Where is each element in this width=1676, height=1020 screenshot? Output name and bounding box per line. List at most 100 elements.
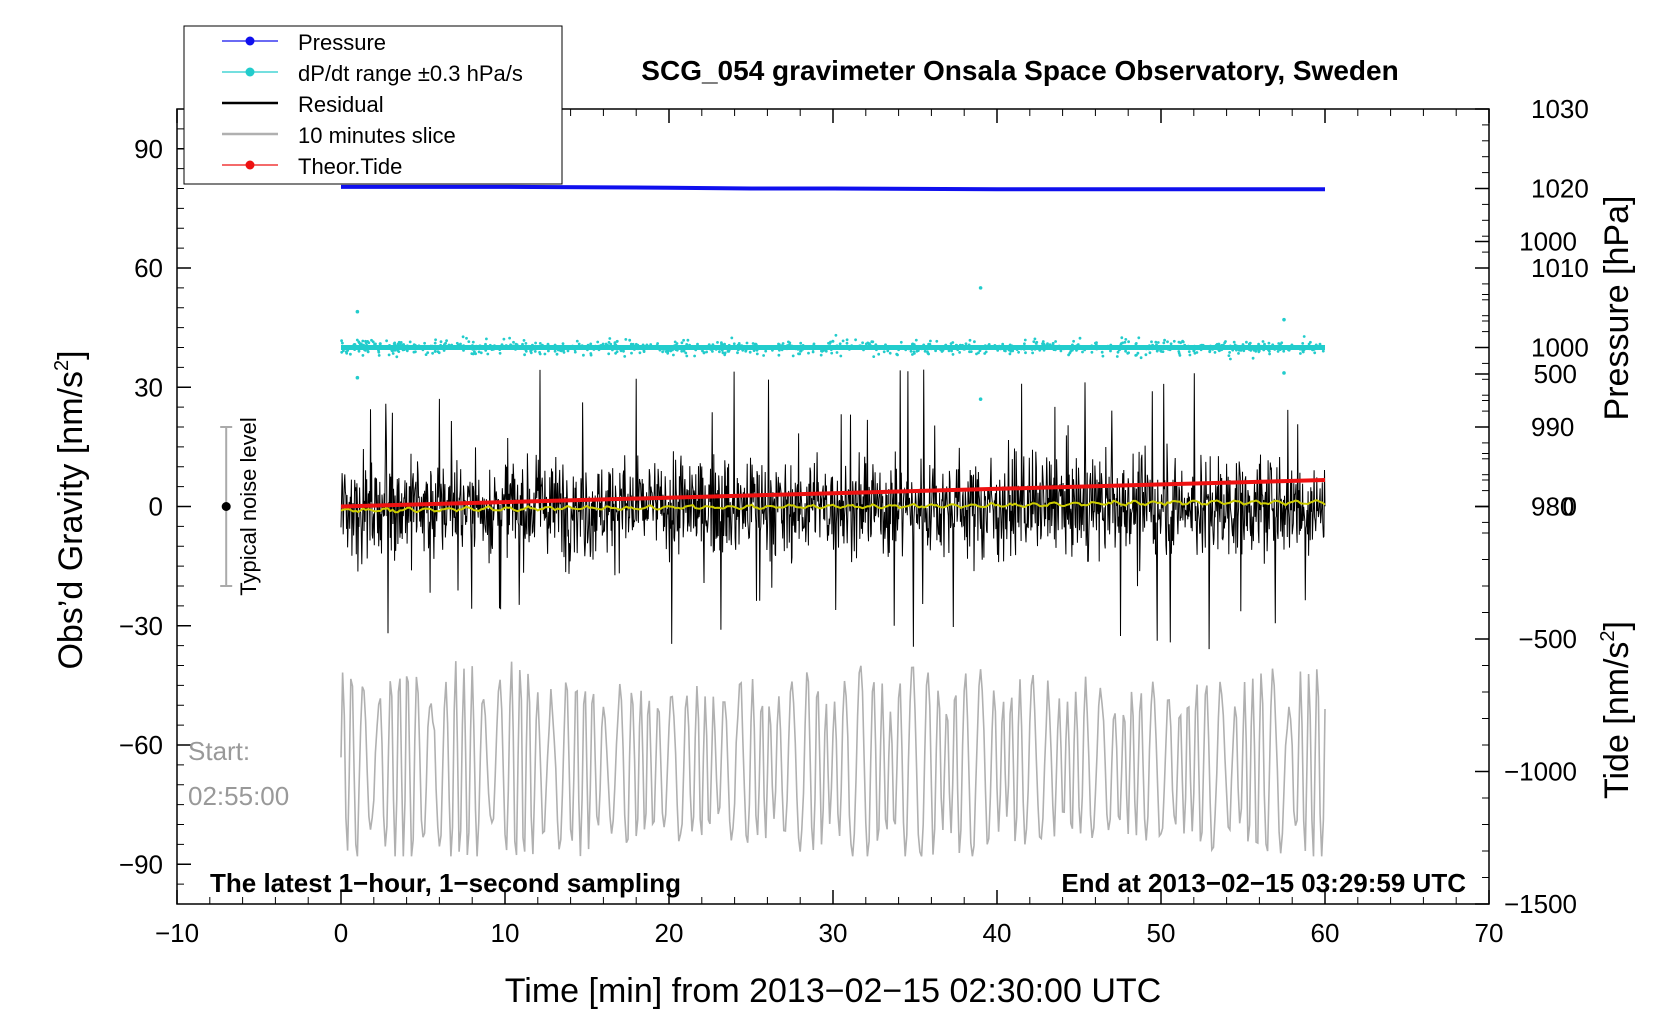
dpdt-point xyxy=(590,344,594,348)
dpdt-point xyxy=(1168,348,1172,352)
dpdt-point xyxy=(779,347,783,351)
dpdt-point xyxy=(398,344,402,348)
y-axis-tide: 1000 500 0 −500 −1000 −1500 xyxy=(1475,227,1577,919)
y-axis-left: 90 60 30 0 −30 −60 −90 xyxy=(119,128,191,885)
y2-tick-label: 1010 xyxy=(1531,253,1589,283)
start-time: 02:55:00 xyxy=(188,781,289,811)
dpdt-point xyxy=(1071,348,1074,352)
dpdt-point xyxy=(1211,347,1215,351)
dpdt-point xyxy=(940,350,944,353)
dpdt-point xyxy=(956,348,960,352)
dpdt-point xyxy=(693,354,696,358)
dpdt-point xyxy=(378,342,382,346)
dpdt-point xyxy=(860,344,864,348)
dpdt-point xyxy=(389,346,393,350)
dpdt-point xyxy=(1139,356,1143,360)
dpdt-point xyxy=(1035,340,1039,344)
dpdt-point xyxy=(720,348,724,352)
dpdt-point xyxy=(958,343,962,347)
dpdt-point xyxy=(405,349,409,353)
dpdt-point xyxy=(645,343,649,347)
dpdt-point xyxy=(594,344,597,348)
dpdt-point xyxy=(633,348,636,351)
smoothed-residual-series xyxy=(340,499,1326,514)
dpdt-point xyxy=(828,341,832,345)
dpdt-point xyxy=(547,349,550,353)
dpdt-point xyxy=(973,340,976,344)
dpdt-point xyxy=(500,343,504,346)
dpdt-point xyxy=(1301,342,1305,345)
dpdt-point xyxy=(1273,348,1277,351)
dpdt-point xyxy=(1310,348,1314,351)
dpdt-point xyxy=(838,342,842,346)
y2-axis-label: Pressure [hPa] xyxy=(1598,196,1636,421)
dpdt-point xyxy=(561,342,565,345)
dpdt-point xyxy=(801,348,805,351)
dpdt-point xyxy=(1043,346,1047,350)
dpdt-point xyxy=(711,350,714,353)
dpdt-point xyxy=(1282,349,1286,353)
dpdt-point xyxy=(379,345,383,349)
dpdt-point xyxy=(357,340,361,344)
dpdt-point xyxy=(1302,335,1306,338)
dpdt-point xyxy=(818,346,821,349)
dpdt-point xyxy=(824,349,828,353)
dpdt-point xyxy=(649,343,653,346)
y3-tick-label: −1000 xyxy=(1504,757,1577,787)
dpdt-point xyxy=(1155,349,1159,353)
dpdt-point xyxy=(377,349,380,352)
dpdt-point xyxy=(961,343,964,347)
dpdt-point xyxy=(736,348,740,352)
dpdt-point xyxy=(1155,343,1158,347)
dpdt-point xyxy=(707,343,711,346)
dpdt-point xyxy=(364,339,367,343)
dpdt-point xyxy=(642,350,646,353)
dpdt-point xyxy=(920,347,924,351)
dpdt-point xyxy=(791,354,795,358)
dpdt-point xyxy=(846,347,850,350)
dpdt-point xyxy=(1075,344,1079,348)
dpdt-point xyxy=(1235,344,1239,348)
dpdt-point xyxy=(553,349,557,353)
y-tick-label: −60 xyxy=(119,730,163,760)
dpdt-point xyxy=(811,350,815,354)
dpdt-point xyxy=(797,352,800,356)
x-tick-label: 20 xyxy=(655,918,684,948)
dpdt-point xyxy=(349,352,352,356)
dpdt-point xyxy=(1267,341,1271,345)
dpdt-point xyxy=(385,345,389,348)
dpdt-point xyxy=(748,350,752,354)
dpdt-point xyxy=(1022,347,1026,351)
dpdt-point xyxy=(841,346,845,350)
dpdt-point xyxy=(387,353,391,357)
dpdt-point xyxy=(538,352,542,356)
dpdt-point xyxy=(589,353,593,357)
dpdt-point xyxy=(1109,343,1113,347)
dpdt-point xyxy=(968,350,971,354)
dpdt-point xyxy=(524,349,528,353)
dpdt-point xyxy=(1078,336,1082,340)
dpdt-point xyxy=(997,344,1001,348)
dpdt-point xyxy=(1240,347,1244,351)
dpdt-series xyxy=(340,286,1325,401)
dpdt-point xyxy=(512,340,515,344)
dpdt-point xyxy=(1138,346,1142,350)
dpdt-point xyxy=(555,352,559,356)
dpdt-point xyxy=(875,348,878,352)
dpdt-point xyxy=(951,353,955,356)
dpdt-point xyxy=(829,348,833,351)
dpdt-point xyxy=(1282,345,1286,349)
dpdt-point xyxy=(1178,347,1182,350)
dpdt-point xyxy=(1046,342,1049,346)
dpdt-point xyxy=(1022,345,1026,349)
dpdt-point xyxy=(1237,352,1240,355)
dpdt-point xyxy=(763,345,767,349)
dpdt-point xyxy=(622,349,625,353)
y-axis-label-base: Obs’d Gravity [nm/s xyxy=(52,371,90,670)
dpdt-point xyxy=(435,347,438,351)
dpdt-point xyxy=(787,340,790,344)
dpdt-point xyxy=(1318,342,1322,346)
dpdt-point xyxy=(1076,347,1080,351)
dpdt-point xyxy=(1144,353,1148,357)
dpdt-point xyxy=(830,351,834,355)
